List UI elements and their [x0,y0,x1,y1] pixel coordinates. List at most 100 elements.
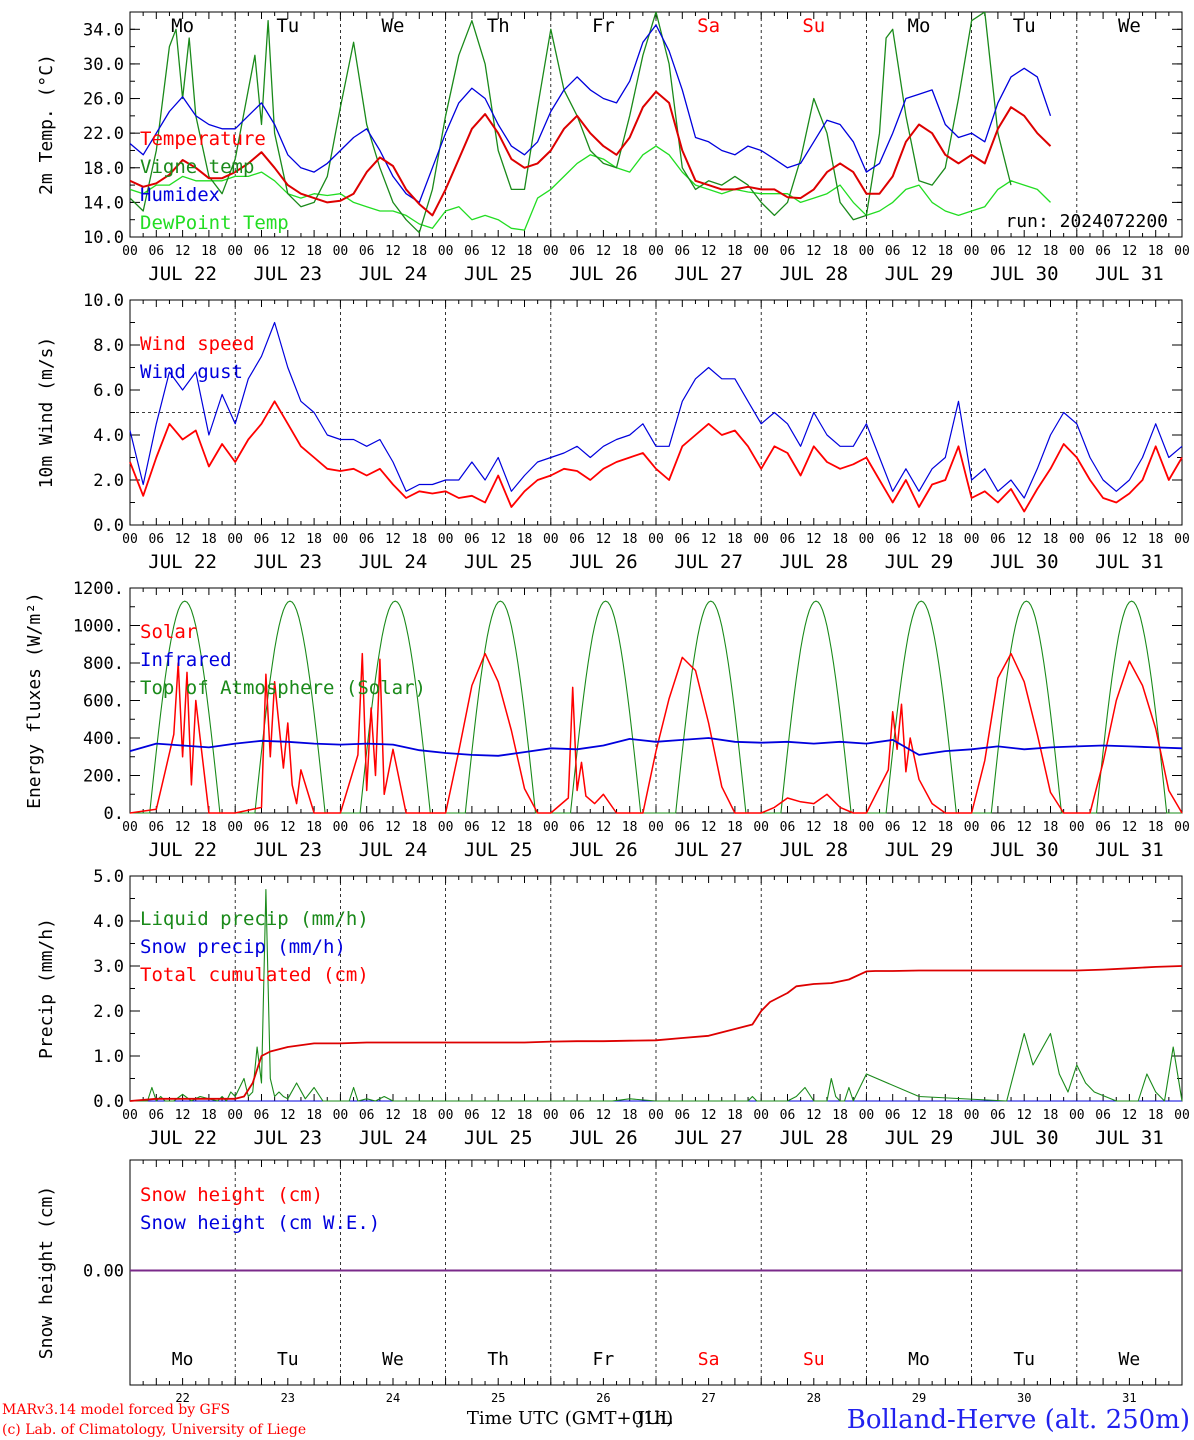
weekday-label: Mo [908,1349,930,1370]
y-tick-label: 0.0 [93,1092,124,1112]
hour-label: 06 [254,244,270,259]
day-number-label: 28 [807,1391,821,1405]
hour-label: 12 [385,532,401,547]
weekday-label: Tu [1013,15,1036,37]
hour-label: 18 [937,532,953,547]
day-number-label: 27 [701,1391,715,1405]
day-number-label: 23 [281,1391,295,1405]
hour-label: 18 [1148,244,1164,259]
weekday-label: We [382,1349,404,1370]
hour-label: 18 [411,244,427,259]
series-humidex [130,24,1052,204]
date-label: JUL 27 [674,1127,743,1149]
series-solar [129,652,1183,814]
hour-label: 06 [569,532,585,547]
date-label: JUL 24 [359,1127,428,1149]
date-label: JUL 25 [464,263,533,285]
date-label: JUL 28 [779,839,848,861]
hour-label: 18 [727,820,743,835]
series-top-of-atmosphere [130,600,1182,814]
weekday-label: Sa [698,1349,720,1370]
series-liquid-precip [130,888,1183,1102]
hour-label: 06 [569,1108,585,1123]
day-number-label: 22 [175,1391,189,1405]
hour-label: 06 [148,820,164,835]
hour-label: 12 [280,532,296,547]
hour-label: 18 [622,820,638,835]
hour-label: 18 [727,1108,743,1123]
y-tick-label: 18.0 [83,159,124,179]
date-label: JUL 23 [253,839,322,861]
hour-label: 00 [964,244,980,259]
date-label: JUL 22 [148,263,217,285]
hour-label: 18 [1043,1108,1059,1123]
hour-label: 06 [990,1108,1006,1123]
hour-label: 06 [464,244,480,259]
series-temperature [130,90,1052,217]
hour-label: 06 [464,1108,480,1123]
hour-label: 00 [438,1108,454,1123]
hour-label: 12 [596,820,612,835]
hour-label: 12 [490,820,506,835]
y-tick-label: 0.0 [93,516,124,536]
legend-entry: Snow height (cm W.E.) [140,1212,380,1234]
hour-label: 00 [333,244,349,259]
date-label: JUL 29 [885,1127,954,1149]
day-number-label: 29 [912,1391,926,1405]
hour-label: 00 [333,820,349,835]
y-tick-label: 0.00 [83,1262,124,1282]
hour-label: 12 [175,1108,191,1123]
hour-label: 00 [859,1108,875,1123]
hour-label: 00 [333,532,349,547]
hour-label: 18 [517,244,533,259]
date-label: JUL 22 [148,551,217,573]
hour-label: 12 [1016,820,1032,835]
y-tick-label: 26.0 [83,90,124,110]
panel-frame [129,11,1183,238]
legend-entry: Temperature [140,128,266,150]
hour-label: 12 [806,1108,822,1123]
hour-label: 06 [885,820,901,835]
weekday-label: Tu [277,1349,299,1370]
hour-label: 18 [1148,1108,1164,1123]
date-label: JUL 28 [779,263,848,285]
hour-label: 18 [411,532,427,547]
hour-label: 18 [622,244,638,259]
date-label: JUL 29 [885,551,954,573]
hour-label: 18 [411,1108,427,1123]
hour-label: 12 [911,244,927,259]
y-tick-label: 400. [83,729,124,749]
series-vigne-temp [130,12,1012,234]
hour-label: 06 [569,820,585,835]
legend-entry: Infrared [140,649,232,671]
hour-label: 00 [122,1108,138,1123]
day-number-label: 24 [386,1391,400,1405]
hour-label: 00 [543,532,559,547]
hour-label: 18 [1043,820,1059,835]
y-tick-label: 5.0 [93,867,124,887]
weekday-label: We [1118,15,1141,37]
hour-label: 12 [701,532,717,547]
y-tick-label: 4.0 [93,426,124,446]
hour-label: 00 [753,244,769,259]
hour-label: 12 [1122,1108,1138,1123]
hour-label: 06 [1095,1108,1111,1123]
series-wind-gust [129,321,1183,499]
day-number-label: 25 [491,1391,505,1405]
weekday-label: Sa [697,15,720,37]
y-axis-title: 2m Temp. (°C) [36,54,57,195]
hour-label: 18 [201,1108,217,1123]
hour-label: 12 [490,532,506,547]
hour-label: 00 [1069,820,1085,835]
date-label: JUL 23 [253,1127,322,1149]
hour-label: 12 [1016,1108,1032,1123]
hour-label: 00 [964,820,980,835]
hour-label: 06 [464,532,480,547]
date-label: JUL 30 [990,1127,1059,1149]
weekday-label: Th [487,1349,509,1370]
hour-label: 18 [201,820,217,835]
hour-label: 18 [517,1108,533,1123]
y-tick-label: 14.0 [83,193,124,213]
panel-3: 0. 200. 400. 600. 800. 1000. 1200. Solar Infrare… [24,579,1190,861]
